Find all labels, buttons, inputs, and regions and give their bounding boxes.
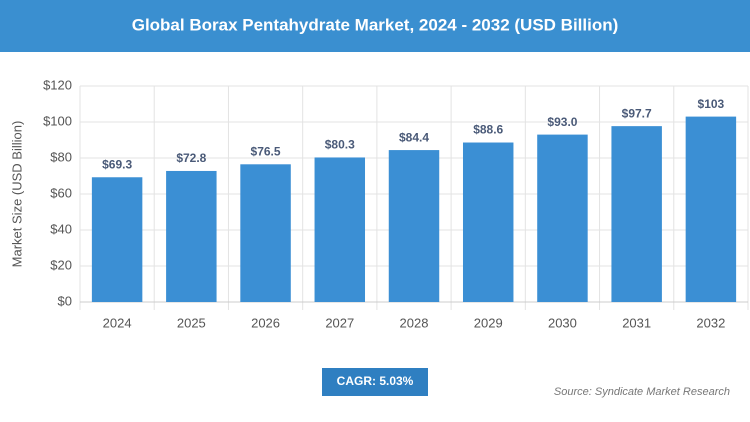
value-label: $84.4 — [399, 130, 429, 144]
x-tick-label: 2024 — [103, 315, 132, 330]
x-tick-label: 2025 — [177, 315, 206, 330]
bar — [611, 126, 662, 302]
x-tick-label: 2028 — [400, 315, 429, 330]
value-label: $97.7 — [622, 106, 652, 120]
x-tick-label: 2027 — [325, 315, 354, 330]
x-tick-label: 2032 — [696, 315, 725, 330]
bar — [685, 116, 737, 302]
y-tick-label: $120 — [43, 77, 72, 92]
y-tick-label: $100 — [43, 113, 72, 128]
y-axis-label: Market Size (USD Billion) — [9, 121, 24, 268]
bar — [91, 177, 143, 302]
y-tick-label: $0 — [58, 293, 72, 308]
y-tick-label: $60 — [50, 185, 72, 200]
x-tick-label: 2026 — [251, 315, 280, 330]
value-label: $76.5 — [251, 144, 281, 158]
cagr-label: CAGR: 5.03% — [337, 374, 414, 388]
y-tick-label: $20 — [50, 257, 72, 272]
x-tick-label: 2030 — [548, 315, 577, 330]
y-tick-label: $80 — [50, 149, 72, 164]
bar — [314, 157, 366, 302]
bar — [462, 142, 514, 302]
bar — [240, 164, 291, 302]
value-label: $69.3 — [102, 157, 132, 171]
x-tick-label: 2029 — [474, 315, 503, 330]
bar — [537, 134, 588, 302]
source: Source: Syndicate Market Research — [554, 386, 730, 398]
value-label: $72.8 — [176, 151, 206, 165]
chart-title: Global Borax Pentahydrate Market, 2024 -… — [132, 15, 619, 34]
y-tick-label: $40 — [50, 221, 72, 236]
cagr-box — [322, 368, 428, 396]
value-label: $80.3 — [325, 138, 355, 152]
x-tick-label: 2031 — [622, 315, 651, 330]
bar — [166, 170, 217, 302]
value-label: $103 — [698, 97, 725, 111]
title-banner — [0, 0, 750, 52]
value-label: $93.0 — [547, 115, 577, 129]
value-label: $88.6 — [473, 123, 503, 137]
bar — [388, 150, 440, 302]
